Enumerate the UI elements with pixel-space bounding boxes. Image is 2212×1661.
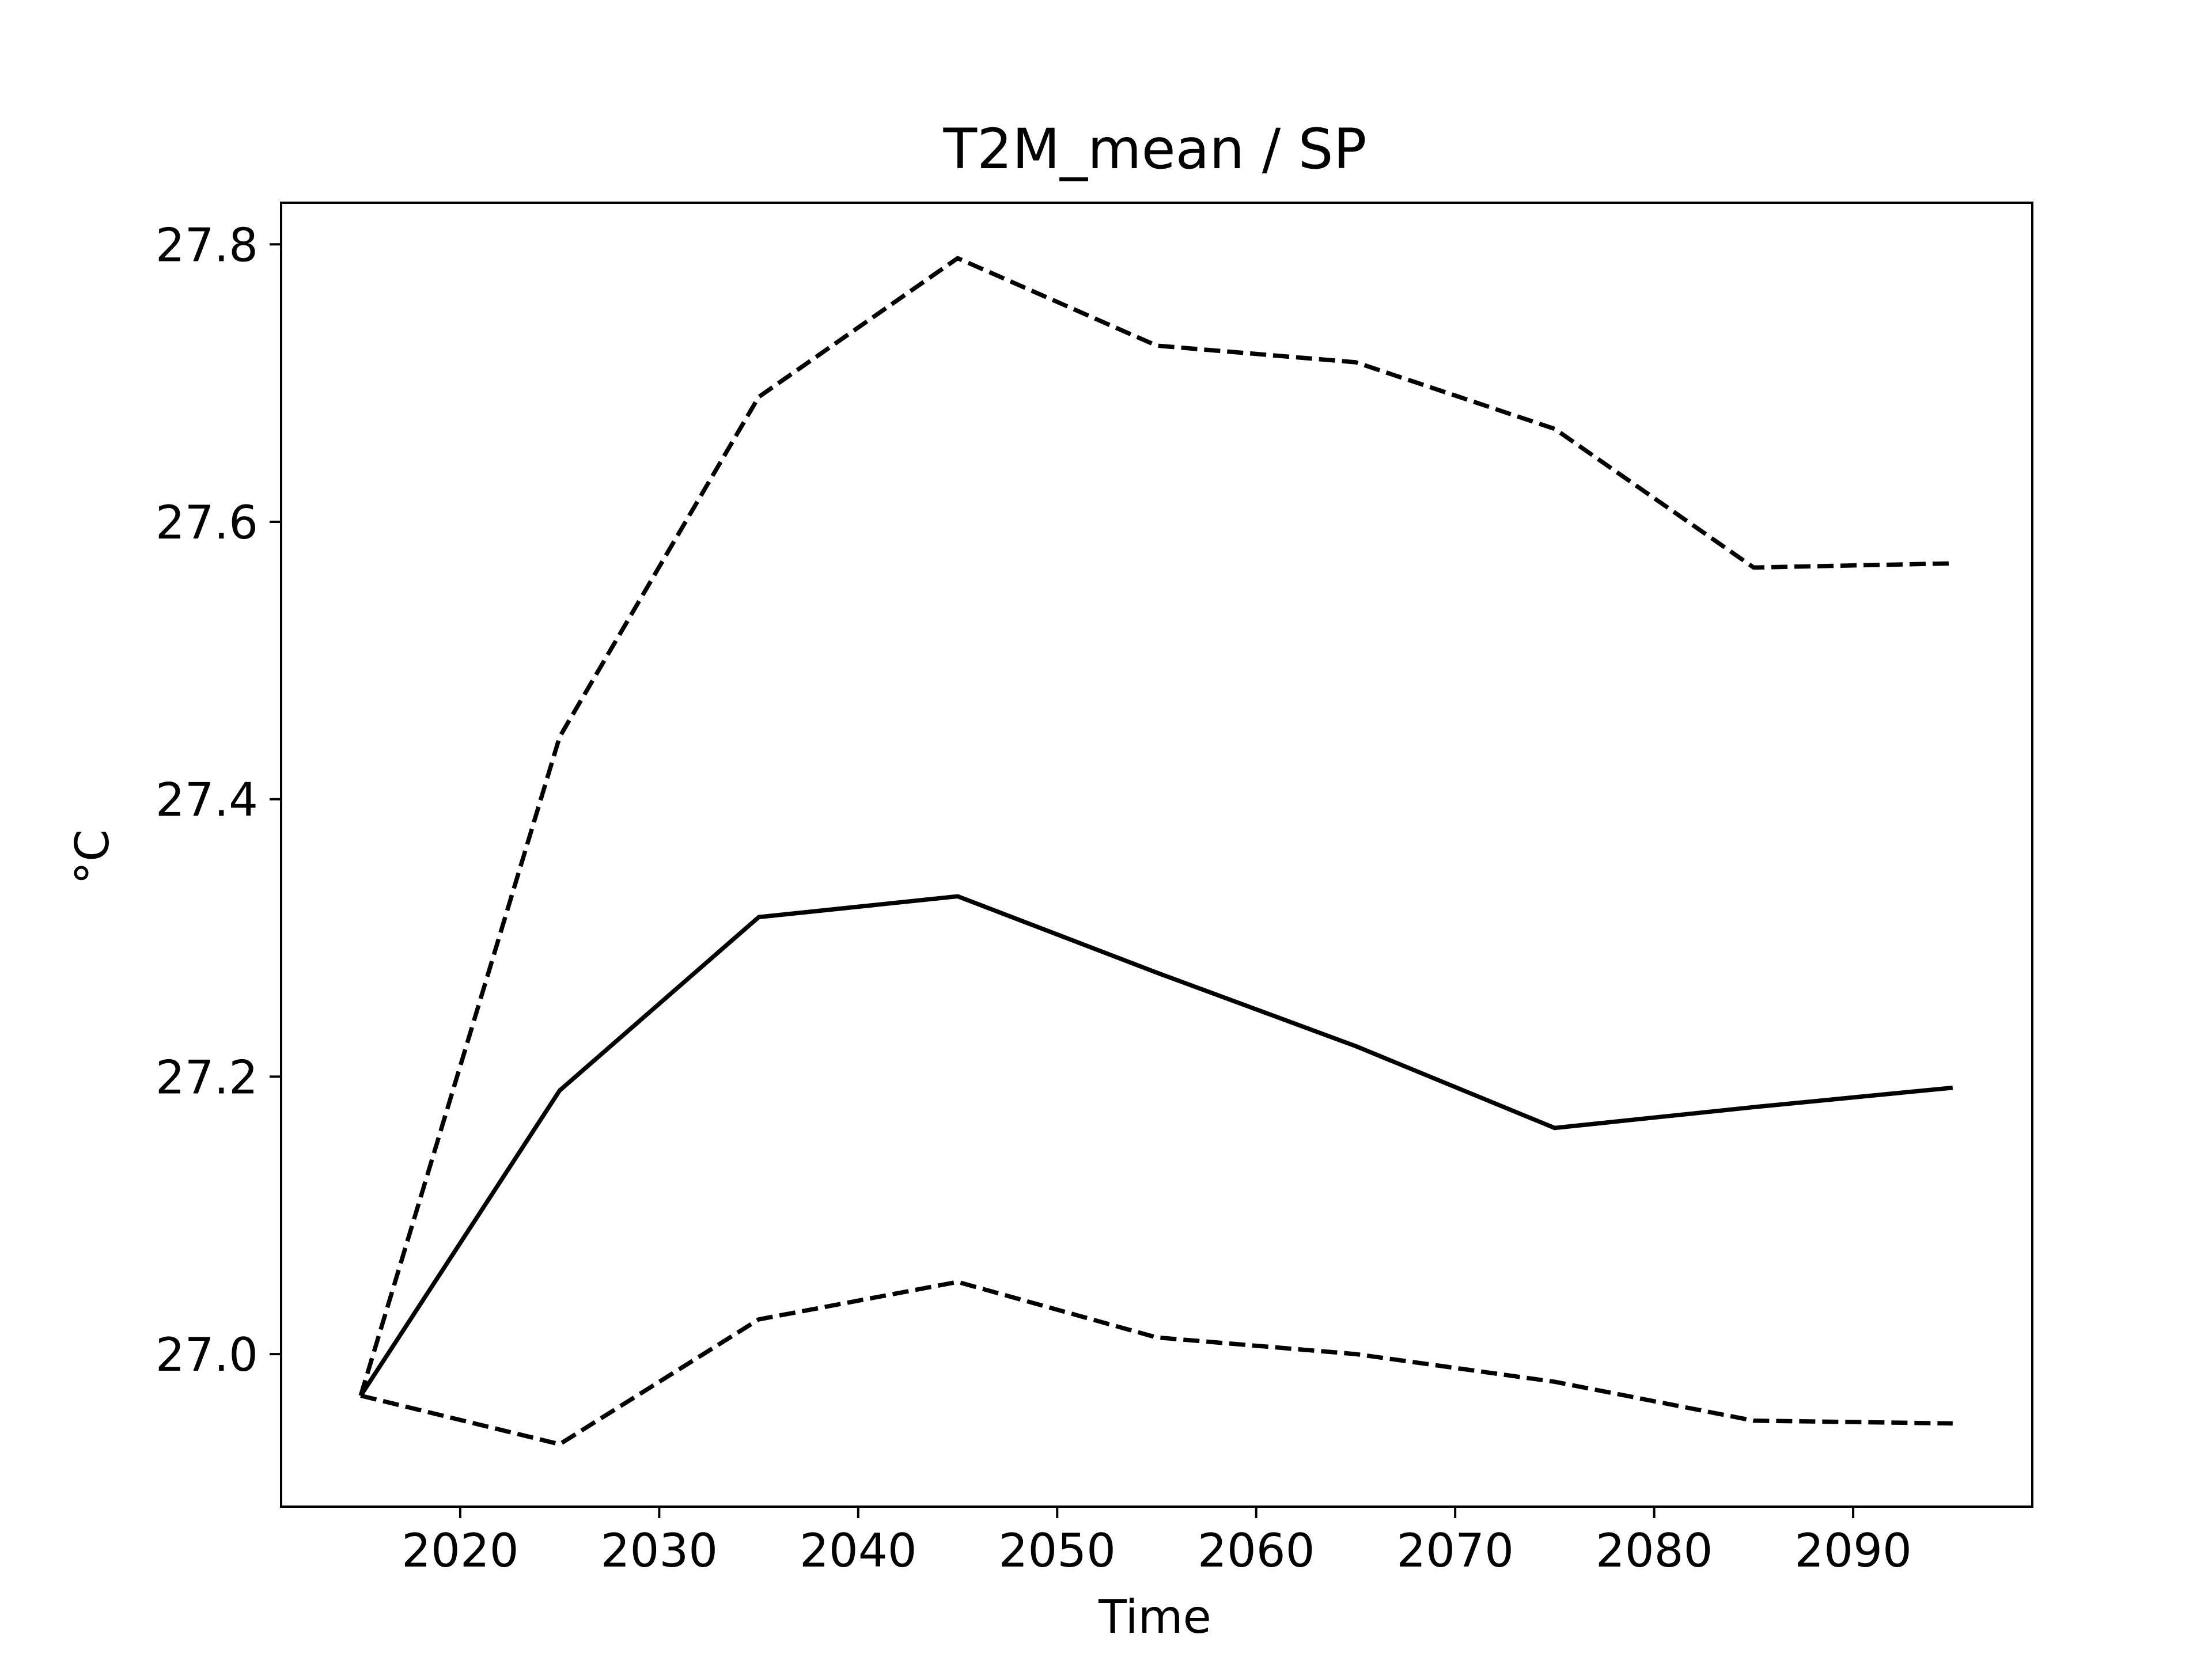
series-line-upper-dashed [358, 256, 1953, 1397]
y-tick-label: 27.2 [156, 1051, 258, 1104]
x-tick-label: 2040 [800, 1524, 917, 1577]
series-line-lower-dashed [360, 1280, 1953, 1447]
y-tick-label: 27.6 [156, 496, 258, 549]
x-tick-label: 2050 [998, 1524, 1116, 1577]
plot-area: 2020 2030 2040 2050 2060 2070 2080 2090 27.0 27.2… [156, 202, 2033, 1577]
x-tick-label: 2070 [1396, 1524, 1514, 1577]
plot-frame [280, 202, 2033, 1508]
y-tick-label: 27.8 [156, 218, 258, 272]
y-axis-title: °C [66, 829, 119, 885]
x-tick-label: 2090 [1794, 1524, 1912, 1577]
series-line-mean [359, 894, 1953, 1397]
x-tick-label: 2080 [1596, 1524, 1713, 1577]
x-tick-label: 2020 [402, 1524, 519, 1577]
x-tick-label: 2030 [601, 1524, 718, 1577]
y-tick-label: 27.0 [156, 1328, 258, 1382]
x-axis-title: Time [1098, 1590, 1211, 1644]
x-tick-label: 2060 [1198, 1524, 1315, 1577]
y-tick-label: 27.4 [156, 773, 258, 827]
chart-title: T2M_mean / SP [943, 117, 1367, 181]
